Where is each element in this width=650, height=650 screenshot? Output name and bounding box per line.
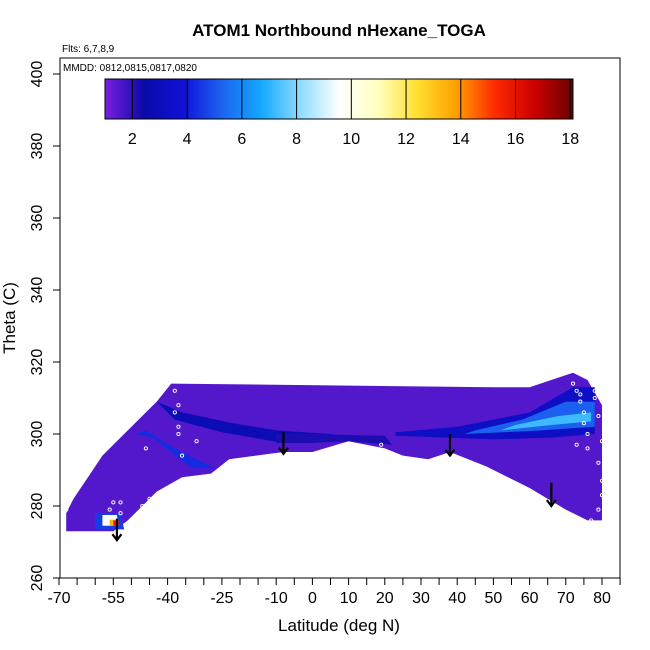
- colorbar: 2 4 6 8 10 12 14 16 18: [104, 78, 579, 148]
- x-tick-label: -25: [210, 590, 233, 607]
- x-tick-label: 0: [308, 590, 317, 607]
- x-axis-label: Latitude (deg N): [278, 616, 400, 635]
- colorbar-tick-label: 2: [128, 131, 137, 148]
- x-axis: -70 -55 -40 -25 -10 0 10 20 30 40 50 60 70 80: [47, 578, 621, 607]
- southern-slope-band: [135, 430, 215, 469]
- x-tick-label: 60: [521, 590, 539, 607]
- sample-point: [596, 460, 601, 465]
- y-tick-label: 360: [29, 205, 46, 232]
- heatmap-field: [66, 372, 602, 532]
- sample-point: [129, 521, 134, 527]
- sample-point: [180, 453, 185, 458]
- sample-points: [64, 377, 605, 527]
- sample-point: [379, 442, 384, 447]
- colorbar-tick-label: 12: [397, 131, 415, 148]
- sample-point: [589, 518, 594, 523]
- sample-point: [599, 478, 605, 483]
- sample-point: [64, 507, 69, 512]
- y-tick-label: 320: [29, 349, 46, 376]
- mid-latitude-ridge: [276, 434, 392, 445]
- sample-point: [143, 446, 148, 451]
- sample-point: [578, 399, 583, 404]
- sample-point: [194, 439, 199, 444]
- flights-note: Flts: 6,7,8,9: [62, 44, 115, 55]
- plot-frame: [59, 57, 621, 579]
- sample-point: [111, 500, 116, 505]
- sample-point: [107, 507, 112, 512]
- sample-point: [581, 421, 586, 426]
- field-outline: [66, 372, 602, 532]
- sample-point: [599, 493, 605, 498]
- x-tick-label: 30: [412, 590, 430, 607]
- y-tick-label: 280: [29, 493, 46, 520]
- colorbar-tick-label: 6: [237, 131, 246, 148]
- colorbar-tick-label: 10: [342, 131, 360, 148]
- y-tick-label: 380: [29, 133, 46, 160]
- sample-point: [596, 507, 601, 512]
- x-tick-label: -10: [265, 590, 288, 607]
- sample-point: [118, 511, 123, 516]
- sample-point: [140, 503, 145, 509]
- sample-point: [118, 500, 123, 505]
- colorbar-tick-label: 14: [452, 131, 470, 148]
- arrows: [111, 432, 557, 543]
- colorbar-tick-label: 8: [292, 131, 301, 148]
- arrow-head: [545, 499, 557, 508]
- y-tick-label: 260: [29, 565, 46, 592]
- arrow-head: [111, 533, 123, 543]
- sample-point: [172, 388, 177, 393]
- sample-point: [151, 507, 156, 512]
- x-tick-label: 80: [593, 590, 611, 607]
- x-tick-label: -70: [47, 590, 70, 607]
- sample-point: [592, 395, 597, 401]
- sample-point: [599, 439, 605, 444]
- x-tick-label: 20: [376, 590, 394, 607]
- x-tick-label: 40: [448, 590, 466, 607]
- sample-point: [176, 431, 181, 437]
- dates-note: MMDD: 0812,0815,0817,0820: [63, 63, 197, 74]
- sample-point: [570, 381, 576, 386]
- y-tick-label: 400: [29, 61, 46, 88]
- x-tick-label: -55: [102, 590, 125, 607]
- sample-point: [578, 392, 583, 397]
- southern-shoulder-band: [156, 401, 342, 443]
- x-tick-label: 10: [340, 590, 358, 607]
- sample-point: [147, 496, 152, 501]
- sample-point: [585, 431, 590, 437]
- arctic-band-core: [500, 412, 592, 431]
- y-tick-label: 340: [29, 277, 46, 304]
- sample-point: [592, 388, 597, 393]
- x-tick-label: 70: [557, 590, 575, 607]
- sample-point: [596, 413, 601, 419]
- colorbar-tick-label: 4: [183, 131, 192, 148]
- y-axis-label: Theta (C): [0, 282, 19, 354]
- y-axis: 260 280 300 320 340 360 380 400: [29, 61, 60, 592]
- y-tick-label: 300: [29, 421, 46, 448]
- sample-point: [176, 403, 181, 408]
- arrow-head: [444, 448, 456, 458]
- arrow-head: [278, 447, 289, 456]
- chart-title: ATOM1 Northbound nHexane_TOGA: [192, 21, 486, 40]
- sample-point: [581, 410, 586, 415]
- sample-point: [176, 424, 181, 429]
- sample-point: [172, 410, 177, 415]
- sample-point: [169, 377, 174, 383]
- sample-point: [574, 442, 579, 447]
- arctic-band-mid: [464, 401, 595, 434]
- x-tick-label: 50: [485, 590, 503, 607]
- colorbar-tick-label: 18: [561, 131, 579, 148]
- x-tick-label: -40: [156, 590, 179, 607]
- colorbar-tick-label: 16: [507, 131, 525, 148]
- sample-point: [574, 388, 579, 393]
- colorbar-gradient: [104, 78, 574, 120]
- sample-point: [585, 446, 590, 451]
